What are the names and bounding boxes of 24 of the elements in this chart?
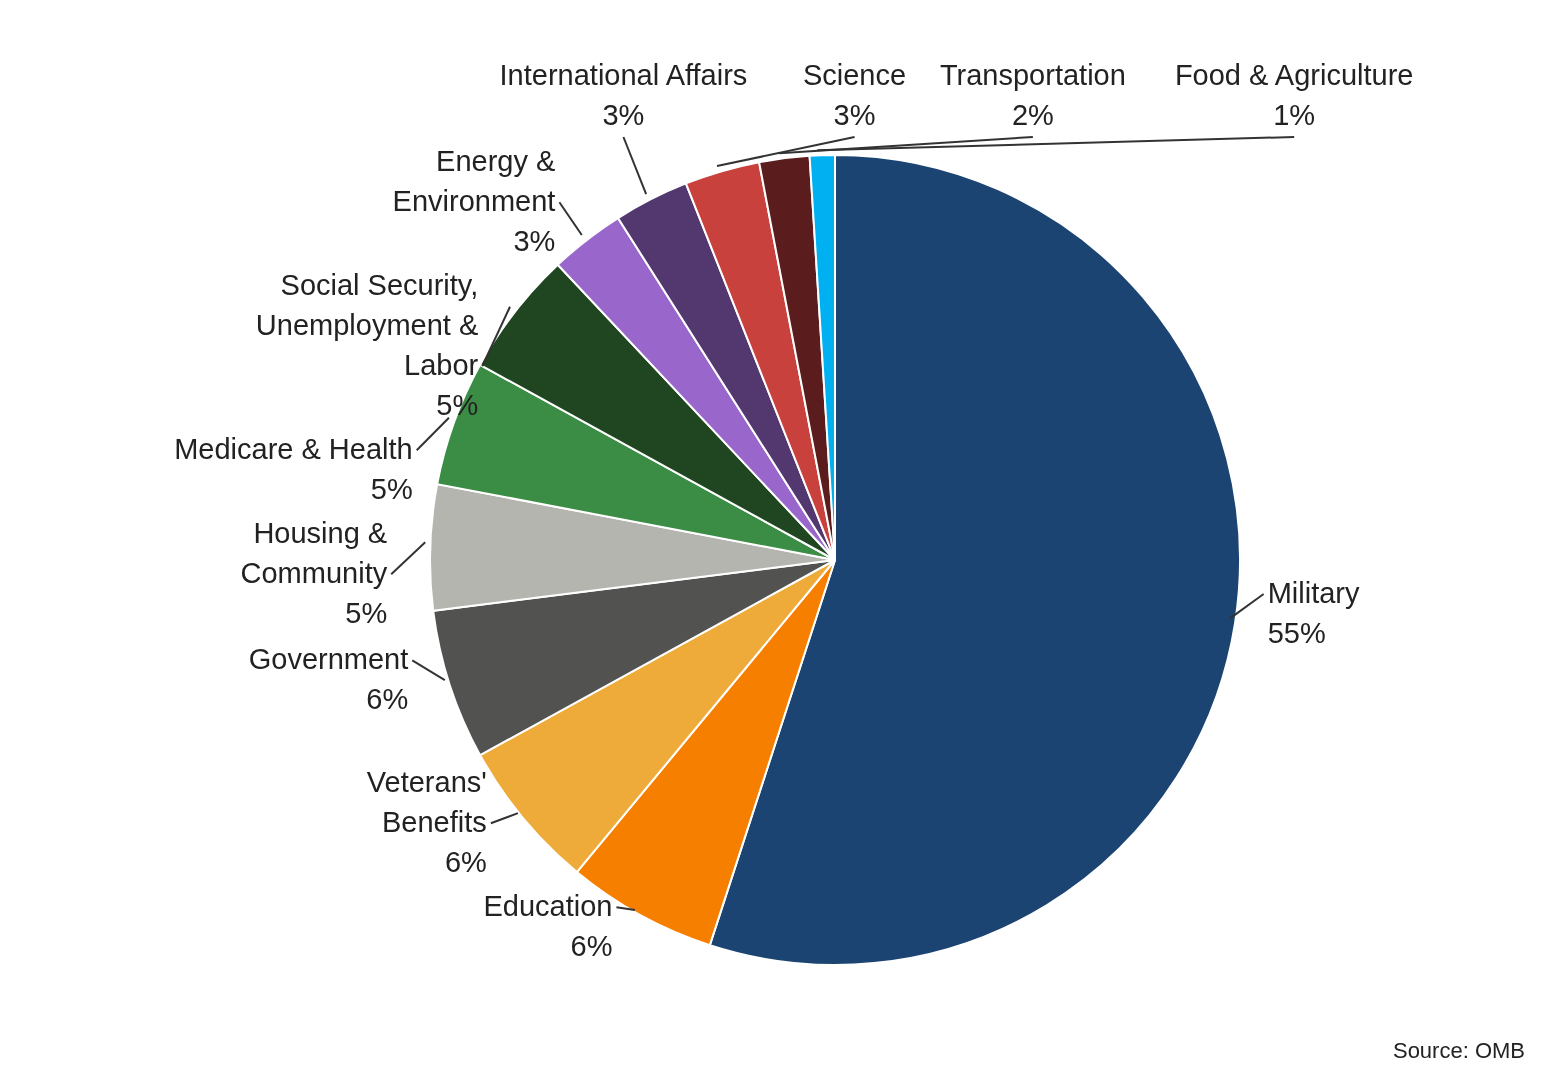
data-label: 2% — [1011, 99, 1054, 131]
data-label: 3% — [513, 225, 556, 258]
slice-label: Food & Agriculture — [1174, 59, 1414, 91]
data-label: 3% — [833, 99, 876, 131]
slice-label: Veterans' Benefits — [366, 766, 487, 839]
slice-label: Science — [802, 59, 907, 91]
data-label: 1% — [1273, 99, 1316, 131]
data-label: 3% — [602, 99, 645, 131]
slice-label: Transportation — [939, 59, 1126, 91]
slice-label: Energy & Environment — [392, 145, 556, 218]
slice-label: Military — [1267, 577, 1360, 610]
source-note: Source: OMB — [1392, 1038, 1525, 1064]
data-label: 6% — [444, 846, 487, 879]
data-label: 6% — [570, 930, 613, 963]
slice-label: Medicare & Health — [174, 433, 413, 466]
slice-label: Housing & Community — [240, 517, 388, 590]
slice-label: Government — [248, 643, 409, 676]
data-label: 55% — [1267, 617, 1326, 650]
slice-label: International Affairs — [499, 59, 748, 91]
data-label: 5% — [370, 473, 413, 506]
slice-label: Social Security, Unemployment & Labor — [255, 269, 479, 382]
data-label: 6% — [366, 683, 409, 716]
data-label: 5% — [345, 597, 388, 630]
slice-label: Education — [483, 890, 613, 923]
